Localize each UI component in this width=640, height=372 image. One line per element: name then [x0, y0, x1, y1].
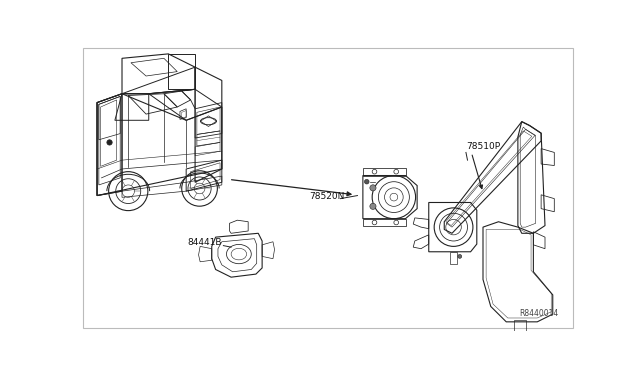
Text: 84441B: 84441B	[187, 238, 221, 247]
Text: R8440014: R8440014	[520, 309, 559, 318]
Circle shape	[107, 140, 112, 145]
Circle shape	[370, 185, 376, 191]
Text: 78510P: 78510P	[466, 142, 500, 151]
Circle shape	[370, 203, 376, 209]
Circle shape	[458, 254, 461, 258]
Circle shape	[364, 179, 369, 184]
Text: 78520N: 78520N	[309, 192, 345, 201]
